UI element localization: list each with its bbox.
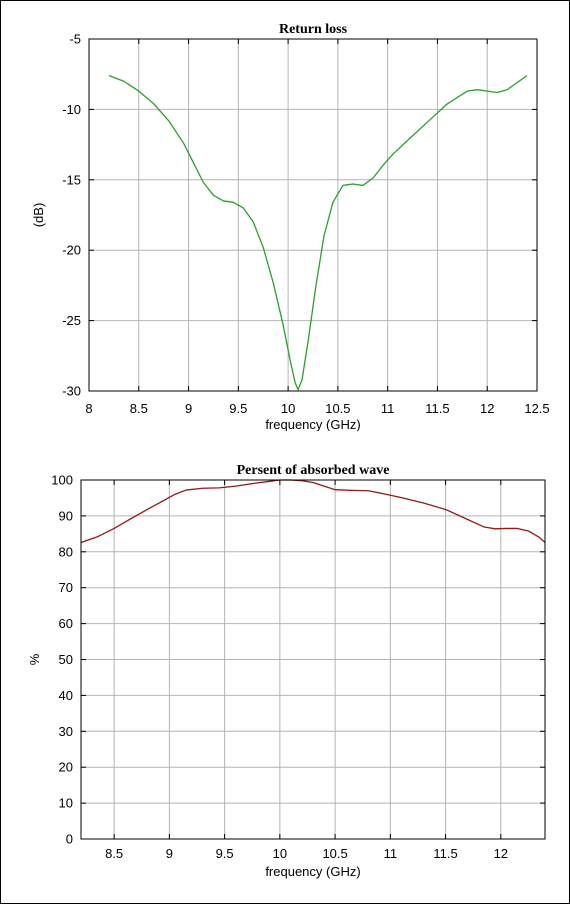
chart1-x-tick-label: 8.5 — [130, 401, 148, 416]
chart2-x-tick-label: 11 — [384, 846, 398, 861]
chart1-x-tick-label: 11 — [381, 401, 395, 416]
chart1-x-tick-label: 9 — [185, 401, 192, 416]
chart1-plot-area — [89, 39, 537, 391]
chart1-y-tick-label: -20 — [62, 243, 81, 258]
chart1-axes-box — [88, 38, 538, 392]
chart2-series-line-0 — [80, 479, 546, 544]
chart1-x-tick-label: 9.5 — [229, 401, 247, 416]
chart2-y-tick-label: 70 — [59, 580, 73, 595]
chart2-x-tick-label: 11.5 — [433, 846, 457, 861]
chart1-x-tick-label: 12.5 — [524, 401, 549, 416]
chart2-x-tick-label: 9 — [166, 846, 173, 861]
chart1-y-tick-label: -5 — [69, 32, 81, 47]
chart2-x-tick-label: 8.5 — [105, 846, 123, 861]
chart2-title: Persent of absorbed wave — [237, 463, 390, 478]
chart1-title: Return loss — [279, 22, 348, 37]
chart1-y-axis-label: (dB) — [31, 203, 46, 228]
chart2-x-tick-label: 10.5 — [322, 846, 347, 861]
chart1-x-axis-label: frequency (GHz) — [265, 417, 360, 431]
chart2-y-tick-label: 50 — [59, 652, 73, 667]
chart1-y-tick-label: -30 — [62, 384, 81, 399]
chart2-x-axis-label: frequency (GHz) — [265, 864, 360, 879]
chart2-y-tick-label: 10 — [59, 796, 73, 811]
chart1-y-tick-label: -15 — [62, 172, 81, 187]
chart2-x-tick-label: 9.5 — [216, 846, 234, 861]
chart1-x-tick-label: 11.5 — [425, 401, 449, 416]
chart2-y-tick-label: 0 — [66, 832, 73, 847]
absorbed-wave-chart: 8.5 9 9.5 10 10.5 11 11.5 12 0 10 20 30 40 50 60 70 80 90… — [27, 463, 546, 879]
chart1-series-line-0 — [108, 75, 528, 391]
chart1-x-tick-label: 10 — [281, 401, 295, 416]
chart2-y-tick-label: 40 — [59, 688, 73, 703]
chart2-x-tick-label: 10 — [273, 846, 287, 861]
chart2-y-tick-label: 100 — [51, 473, 73, 488]
chart2-y-axis-label: % — [27, 653, 42, 665]
chart2-x-tick-label: 12 — [494, 846, 508, 861]
chart2-y-tick-label: 30 — [59, 724, 73, 739]
chart2-y-tick-label: 60 — [59, 616, 73, 631]
chart1-y-tick-label: -25 — [62, 313, 81, 328]
chart1-x-tick-label: 10.5 — [325, 401, 350, 416]
return-loss-chart: 8 8.5 9 9.5 10 10.5 11 11.5 12 12.5 -30 -25 -20 -15 -1… — [31, 22, 550, 431]
chart1-x-tick-label: 8 — [85, 401, 92, 416]
chart2-y-tick-label: 80 — [59, 544, 73, 559]
chart1-y-tick-label: -10 — [62, 102, 81, 117]
chart2-y-tick-label: 20 — [59, 760, 73, 775]
chart2-y-tick-label: 90 — [59, 508, 73, 523]
chart2-axes-box — [80, 479, 546, 840]
chart1-x-tick-label: 12 — [480, 401, 494, 416]
